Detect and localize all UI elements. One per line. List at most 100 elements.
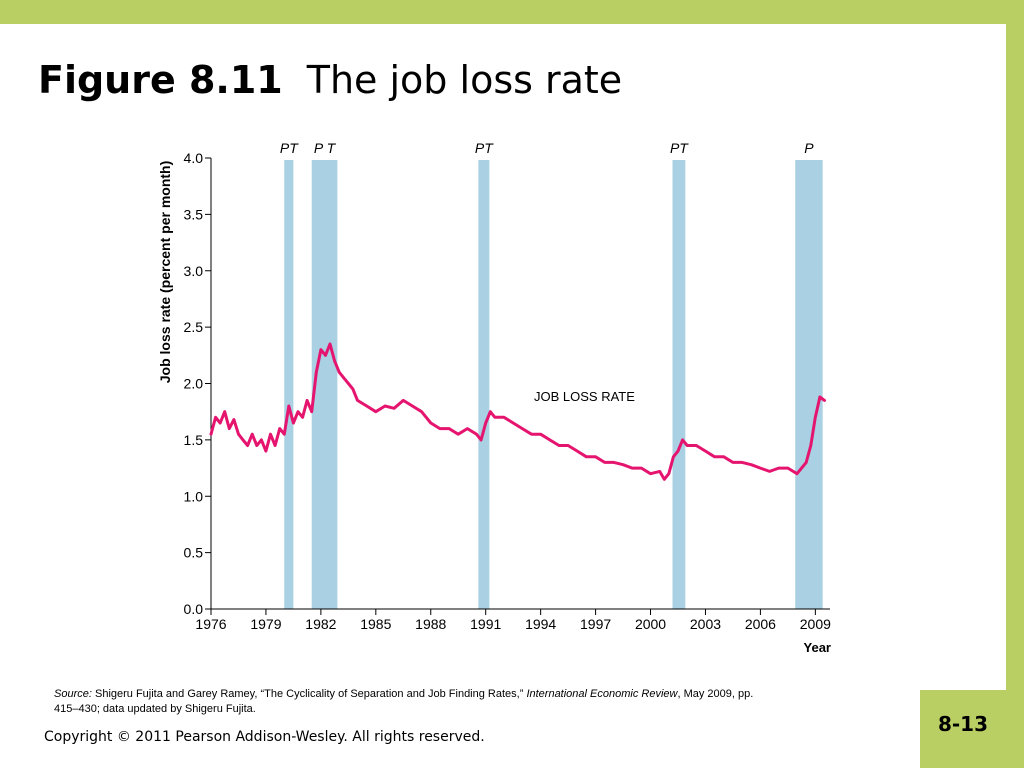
data-point (351, 387, 355, 391)
x-axis-label: Year (804, 640, 831, 655)
source-note: Source: Shigeru Fujita and Garey Ramey, … (54, 687, 774, 717)
data-point (287, 404, 290, 408)
data-point (219, 421, 222, 425)
data-point (402, 399, 405, 402)
x-tick-label-8: 2000 (635, 616, 666, 632)
page-number-box (920, 690, 1024, 768)
data-point (319, 348, 323, 351)
source-authors: Shigeru Fujita and Garey Ramey, “The Cyc… (94, 688, 524, 700)
figure-caption: The job loss rate (306, 58, 623, 102)
figure-number: Figure 8.11 (38, 58, 283, 102)
data-point (324, 354, 327, 357)
data-point (521, 427, 524, 430)
y-tick-label-3: 1.5 (184, 432, 204, 448)
data-point (800, 466, 803, 470)
data-point (301, 416, 304, 419)
data-point (640, 466, 643, 470)
recession-band-3 (672, 160, 686, 609)
series-label: JOB LOSS RATE (534, 389, 635, 404)
data-point (502, 416, 506, 419)
data-point (681, 438, 684, 442)
x-tick-label-11: 2009 (800, 616, 831, 632)
data-point (228, 427, 231, 430)
data-point (603, 461, 606, 464)
source-label: Source: (54, 688, 92, 700)
data-point (759, 466, 762, 470)
data-point (365, 404, 368, 408)
data-point (695, 444, 698, 447)
data-point (621, 463, 625, 466)
data-point (489, 410, 492, 413)
data-point (512, 421, 515, 425)
data-point (667, 472, 670, 475)
x-tick-label-5: 1991 (470, 616, 501, 632)
recession-bands: PT P T PT PT P (280, 140, 823, 609)
data-point (374, 410, 377, 413)
data-point (328, 342, 332, 346)
data-point (631, 466, 634, 470)
data-point (676, 449, 680, 453)
x-tick-label-6: 1994 (525, 616, 556, 632)
data-point (356, 399, 359, 402)
data-point (585, 455, 588, 458)
x-tick-label-3: 1985 (360, 616, 391, 632)
data-point (232, 418, 236, 421)
y-tick-label-6: 3.0 (184, 263, 204, 279)
band-label-4: P (804, 140, 814, 156)
copyright-notice: Copyright © 2011 Pearson Addison-Wesley.… (44, 729, 485, 745)
data-point (264, 449, 268, 453)
data-point (292, 421, 295, 425)
data-point (251, 433, 254, 436)
data-point (576, 449, 579, 453)
band-label-0: PT (280, 140, 299, 156)
data-point (255, 444, 258, 447)
data-point (269, 433, 272, 436)
data-point (411, 404, 414, 408)
data-point (740, 461, 744, 464)
data-point (260, 438, 263, 442)
data-point (310, 410, 313, 413)
tick-labels: 0.0 0.5 1.0 1.5 2.0 2.5 3.0 3.5 4.0 1976 1979 1982 1… (184, 150, 832, 632)
y-tick-label-0: 0.0 (184, 601, 204, 617)
x-tick-label-0: 1976 (195, 616, 226, 632)
data-point (672, 455, 675, 458)
data-point (539, 433, 542, 436)
data-point (475, 433, 478, 436)
series-lines (209, 342, 826, 481)
data-point (342, 376, 345, 380)
source-details: , May 2009, pp. 415–430; data updated by… (54, 688, 754, 715)
page-number: 8-13 (937, 712, 989, 736)
data-point (383, 404, 387, 408)
data-point (273, 444, 277, 447)
recession-band-0 (284, 160, 294, 609)
data-point (429, 421, 432, 425)
data-point (241, 438, 245, 442)
data-point (305, 399, 309, 402)
band-label-1: P T (314, 140, 337, 156)
data-point (333, 359, 336, 363)
data-point (557, 444, 561, 447)
x-tick-label-1: 1979 (250, 616, 281, 632)
data-point (795, 472, 799, 475)
data-point (805, 461, 808, 464)
data-point (612, 461, 616, 464)
data-point (438, 427, 442, 430)
data-point (731, 461, 735, 464)
slide-title: Figure 8.11 The job loss rate (38, 58, 622, 102)
data-point (750, 463, 753, 466)
data-point (223, 410, 226, 413)
x-tick-label-9: 2003 (690, 616, 721, 632)
y-tick-label-7: 3.5 (184, 206, 204, 222)
data-point (315, 371, 318, 374)
y-tick-label-4: 2.0 (184, 376, 204, 392)
x-tick-label-7: 1997 (580, 616, 611, 632)
data-point (777, 466, 780, 470)
data-point (663, 478, 666, 481)
band-label-3: PT (670, 140, 689, 156)
data-point (530, 433, 533, 436)
data-point (814, 416, 817, 419)
data-point (649, 472, 652, 475)
data-point (658, 470, 661, 473)
y-tick-label-5: 2.5 (184, 319, 204, 335)
